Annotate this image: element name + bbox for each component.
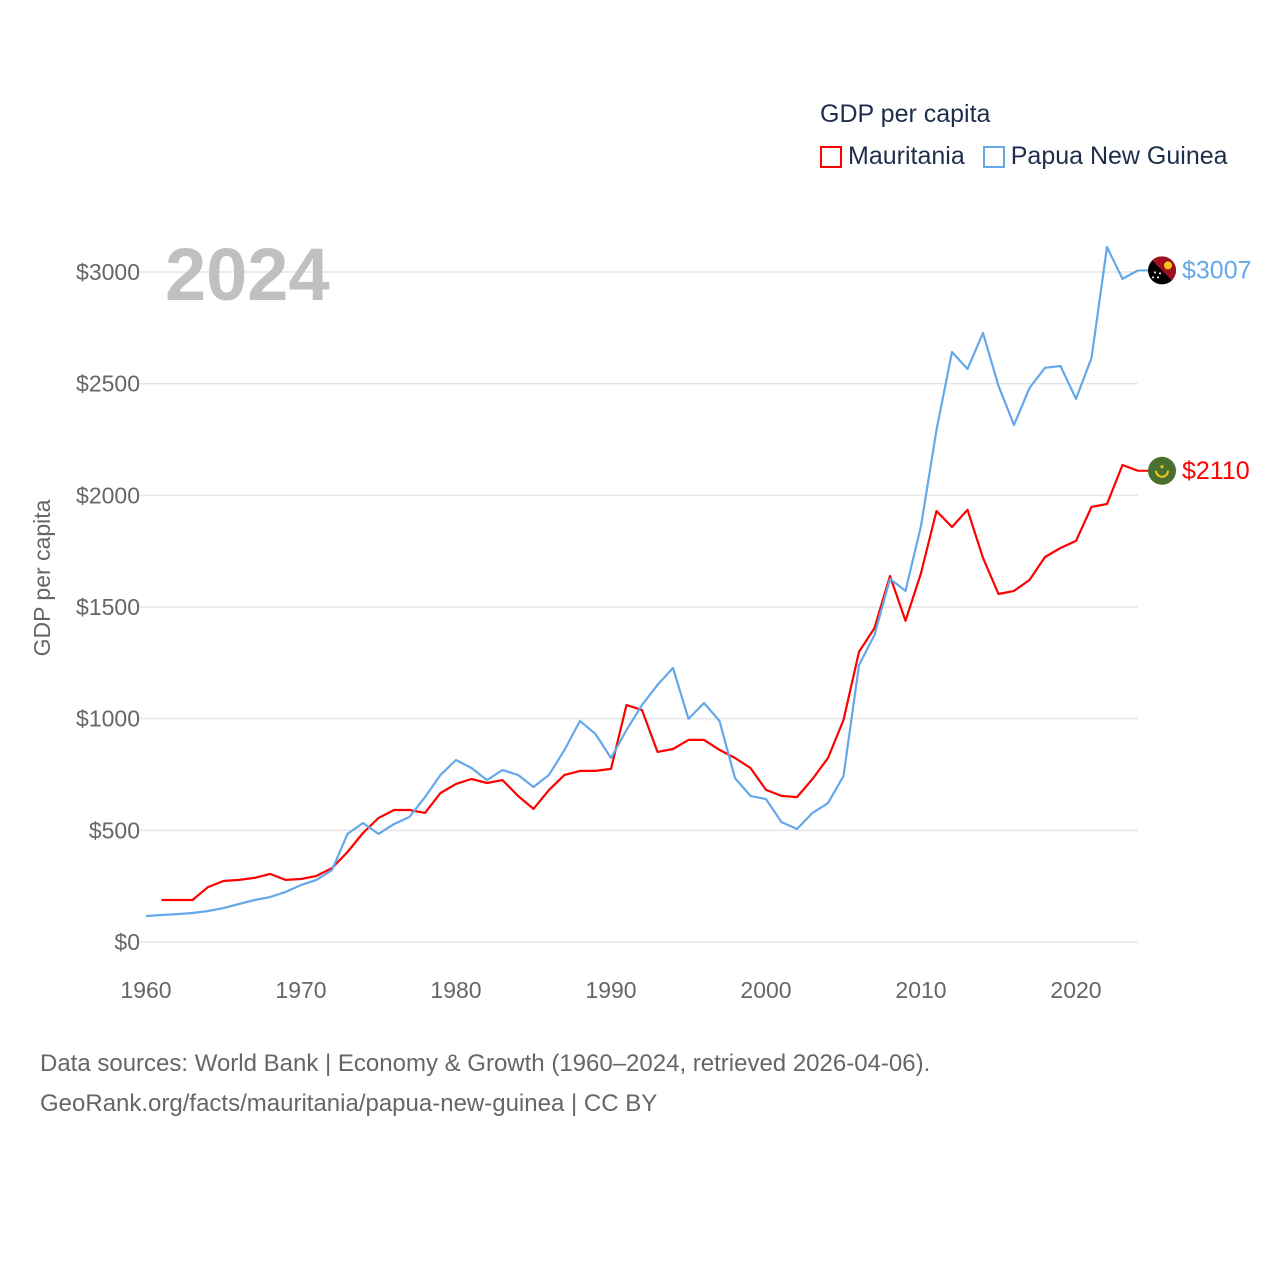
legend-swatch — [820, 145, 842, 168]
legend-title: GDP per capita — [820, 100, 991, 128]
legend-swatch — [982, 145, 1005, 168]
year-watermark: 2024 — [165, 233, 330, 316]
x-axis: 1960 1970 1980 1990 2000 2010 2020 — [120, 977, 1101, 1003]
data-source-text: Data sources: World Bank | Economy & Gro… — [40, 1050, 931, 1077]
gridlines — [140, 271, 1138, 943]
x-tick-label: 1970 — [275, 977, 326, 1003]
x-tick-label: 1980 — [430, 977, 481, 1003]
papua-new-guinea-flag-icon — [1148, 256, 1176, 285]
end-labels: $2110 $3007 — [1138, 256, 1252, 485]
x-tick-label: 2000 — [740, 977, 791, 1003]
legend-item-mauritania[interactable]: Mauritania — [820, 142, 965, 171]
y-tick-label: $2500 — [76, 371, 140, 397]
x-tick-label: 2010 — [895, 977, 946, 1003]
y-tick-label: $3000 — [76, 259, 140, 285]
source-link[interactable]: GeoRank.org/facts/mauritania/papua-new-g… — [40, 1090, 658, 1117]
y-tick-label: $1500 — [76, 594, 140, 620]
x-tick-label: 1990 — [585, 977, 636, 1003]
mauritania-flag-icon — [1148, 456, 1176, 485]
x-tick-label: 1960 — [120, 977, 171, 1003]
legend: Mauritania Papua New Guinea — [820, 142, 1228, 171]
x-tick-label: 2020 — [1050, 977, 1101, 1003]
legend-label: Papua New Guinea — [1010, 142, 1228, 170]
end-value-label: $3007 — [1182, 256, 1252, 284]
end-value-label: $2110 — [1182, 457, 1250, 485]
y-tick-label: $500 — [89, 817, 140, 843]
legend-item-papua-new-guinea[interactable]: Papua New Guinea — [982, 142, 1228, 171]
series-line-mauritania — [161, 463, 1139, 902]
series-line-papua-new-guinea — [145, 245, 1139, 918]
series-lines — [145, 245, 1139, 918]
y-tick-label: $1000 — [76, 706, 140, 732]
y-axis: $0 $500 $1000 $1500 $2000 $2500 $3000 — [76, 259, 140, 955]
y-axis-label: GDP per capita — [29, 499, 55, 656]
y-tick-label: $2000 — [76, 482, 140, 508]
footer: Data sources: World Bank | Economy & Gro… — [40, 1044, 930, 1124]
legend-label: Mauritania — [848, 142, 965, 170]
y-tick-label: $0 — [114, 929, 140, 955]
